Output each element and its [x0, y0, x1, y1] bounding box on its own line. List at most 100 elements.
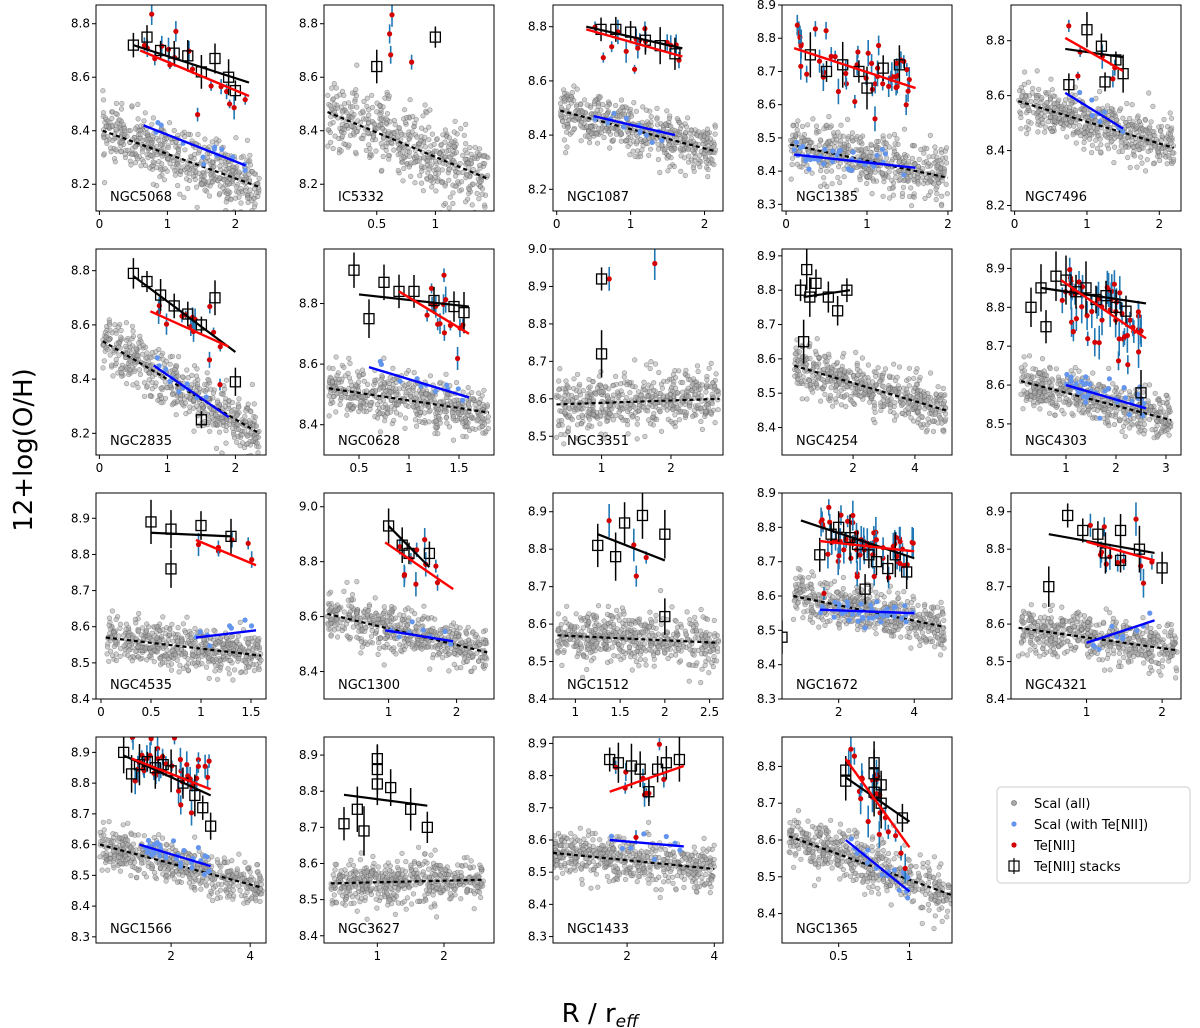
scal-all-point: [210, 422, 216, 428]
scal-all-point: [377, 103, 383, 109]
scal-all-point: [633, 108, 640, 114]
scal-all-point: [432, 424, 438, 430]
scal-all-point: [464, 217, 469, 222]
stack-marker: [1099, 76, 1111, 88]
scal-all-point: [562, 97, 568, 103]
scal-all-point: [1102, 133, 1109, 139]
scal-all-point: [1082, 135, 1088, 141]
scal-all-point: [355, 118, 361, 124]
y-tick-label: 8.2: [71, 426, 90, 440]
te-nii-point: [794, 22, 800, 28]
scal-all-point: [932, 144, 938, 150]
scal-all-point: [479, 186, 486, 192]
scal-all-point: [906, 159, 912, 165]
scal-te-point: [201, 161, 207, 167]
scal-all-point: [896, 159, 903, 165]
scal-all-point: [380, 126, 386, 132]
scal-all-point: [613, 131, 619, 137]
scal-all-point: [191, 428, 197, 434]
scal-all-point: [123, 320, 129, 326]
scal-all-point: [481, 153, 487, 159]
scal-all-point: [617, 113, 623, 119]
scal-all-point: [908, 203, 915, 209]
scal-all-point: [1169, 150, 1175, 156]
scal-all-point: [689, 413, 696, 419]
scal-te-point: [1097, 119, 1103, 125]
scal-all-point: [926, 154, 932, 160]
scal-all-point: [664, 108, 670, 114]
scal-all-point: [891, 361, 897, 367]
scal-all-point: [886, 133, 893, 139]
scal-all-point: [1036, 86, 1042, 92]
scal-all-point: [562, 431, 568, 438]
scal-all-point: [421, 155, 427, 161]
scal-all-point: [661, 404, 667, 410]
scal-all-point: [667, 164, 673, 170]
scal-all-point: [427, 394, 433, 400]
scal-all-point: [1118, 143, 1124, 149]
scal-all-point: [690, 138, 697, 145]
scal-all-point: [426, 137, 432, 143]
te-fit-line: [793, 47, 916, 90]
scal-all-point: [255, 450, 261, 455]
scal-all-point: [666, 153, 672, 159]
scal-all-point: [135, 116, 141, 122]
scal-all-point: [648, 359, 654, 365]
scal-all-point: [618, 138, 624, 144]
scal-all-point: [869, 191, 875, 197]
scal-all-point: [654, 116, 660, 122]
scal-te-fit-line: [143, 124, 247, 167]
scal-all-point: [400, 386, 407, 392]
scal-all-point: [247, 187, 253, 193]
scal-all-point: [632, 410, 639, 416]
scal-all-point: [422, 410, 428, 416]
scal-all-point: [172, 366, 178, 373]
scal-all-point: [344, 122, 350, 129]
panel-label: NGC1385: [796, 190, 858, 205]
scal-all-point: [109, 123, 115, 129]
scal-all-point: [446, 177, 452, 183]
scal-all-point: [195, 131, 201, 137]
stack-marker: [209, 292, 221, 304]
scal-all-point: [840, 133, 846, 139]
scal-all-point: [1081, 146, 1087, 152]
scal-te-point: [807, 156, 814, 163]
scal-all-point: [1072, 92, 1078, 98]
scal-all-point: [204, 370, 210, 376]
scal-all-point: [409, 129, 415, 135]
scal-all-point: [850, 138, 856, 144]
scal-all-point: [238, 209, 244, 211]
x-tick-label: 1: [1083, 217, 1091, 231]
scal-all-point: [113, 147, 119, 153]
scal-all-point: [712, 124, 718, 130]
scal-all-point: [1131, 153, 1138, 159]
scal-all-point: [1050, 93, 1056, 99]
scal-all-point: [943, 160, 950, 166]
scal-all-point: [233, 184, 239, 190]
scal-all-point: [217, 421, 223, 427]
scal-all-point: [701, 133, 707, 139]
scal-all-point: [122, 151, 128, 157]
scal-all-point: [831, 130, 837, 136]
scal-all-point: [680, 379, 686, 386]
scal-all-point: [824, 122, 830, 128]
scal-all-point: [132, 361, 138, 367]
scal-all-point: [1018, 126, 1024, 132]
scal-all-point: [672, 412, 678, 418]
scal-all-point: [236, 404, 242, 410]
scal-all-point: [107, 352, 113, 358]
scal-all-point: [624, 382, 630, 388]
scal-all-point: [639, 147, 645, 153]
scal-all-point: [668, 123, 674, 129]
scal-all-point: [597, 413, 603, 419]
scal-all-point: [245, 401, 251, 407]
scal-all-point: [674, 115, 680, 122]
scal-all-point: [457, 188, 463, 194]
scal-all-point: [393, 410, 400, 416]
scal-all-point: [395, 167, 401, 174]
scal-all-point: [146, 377, 152, 383]
scal-all-point: [859, 355, 866, 361]
scal-all-point: [857, 177, 863, 183]
